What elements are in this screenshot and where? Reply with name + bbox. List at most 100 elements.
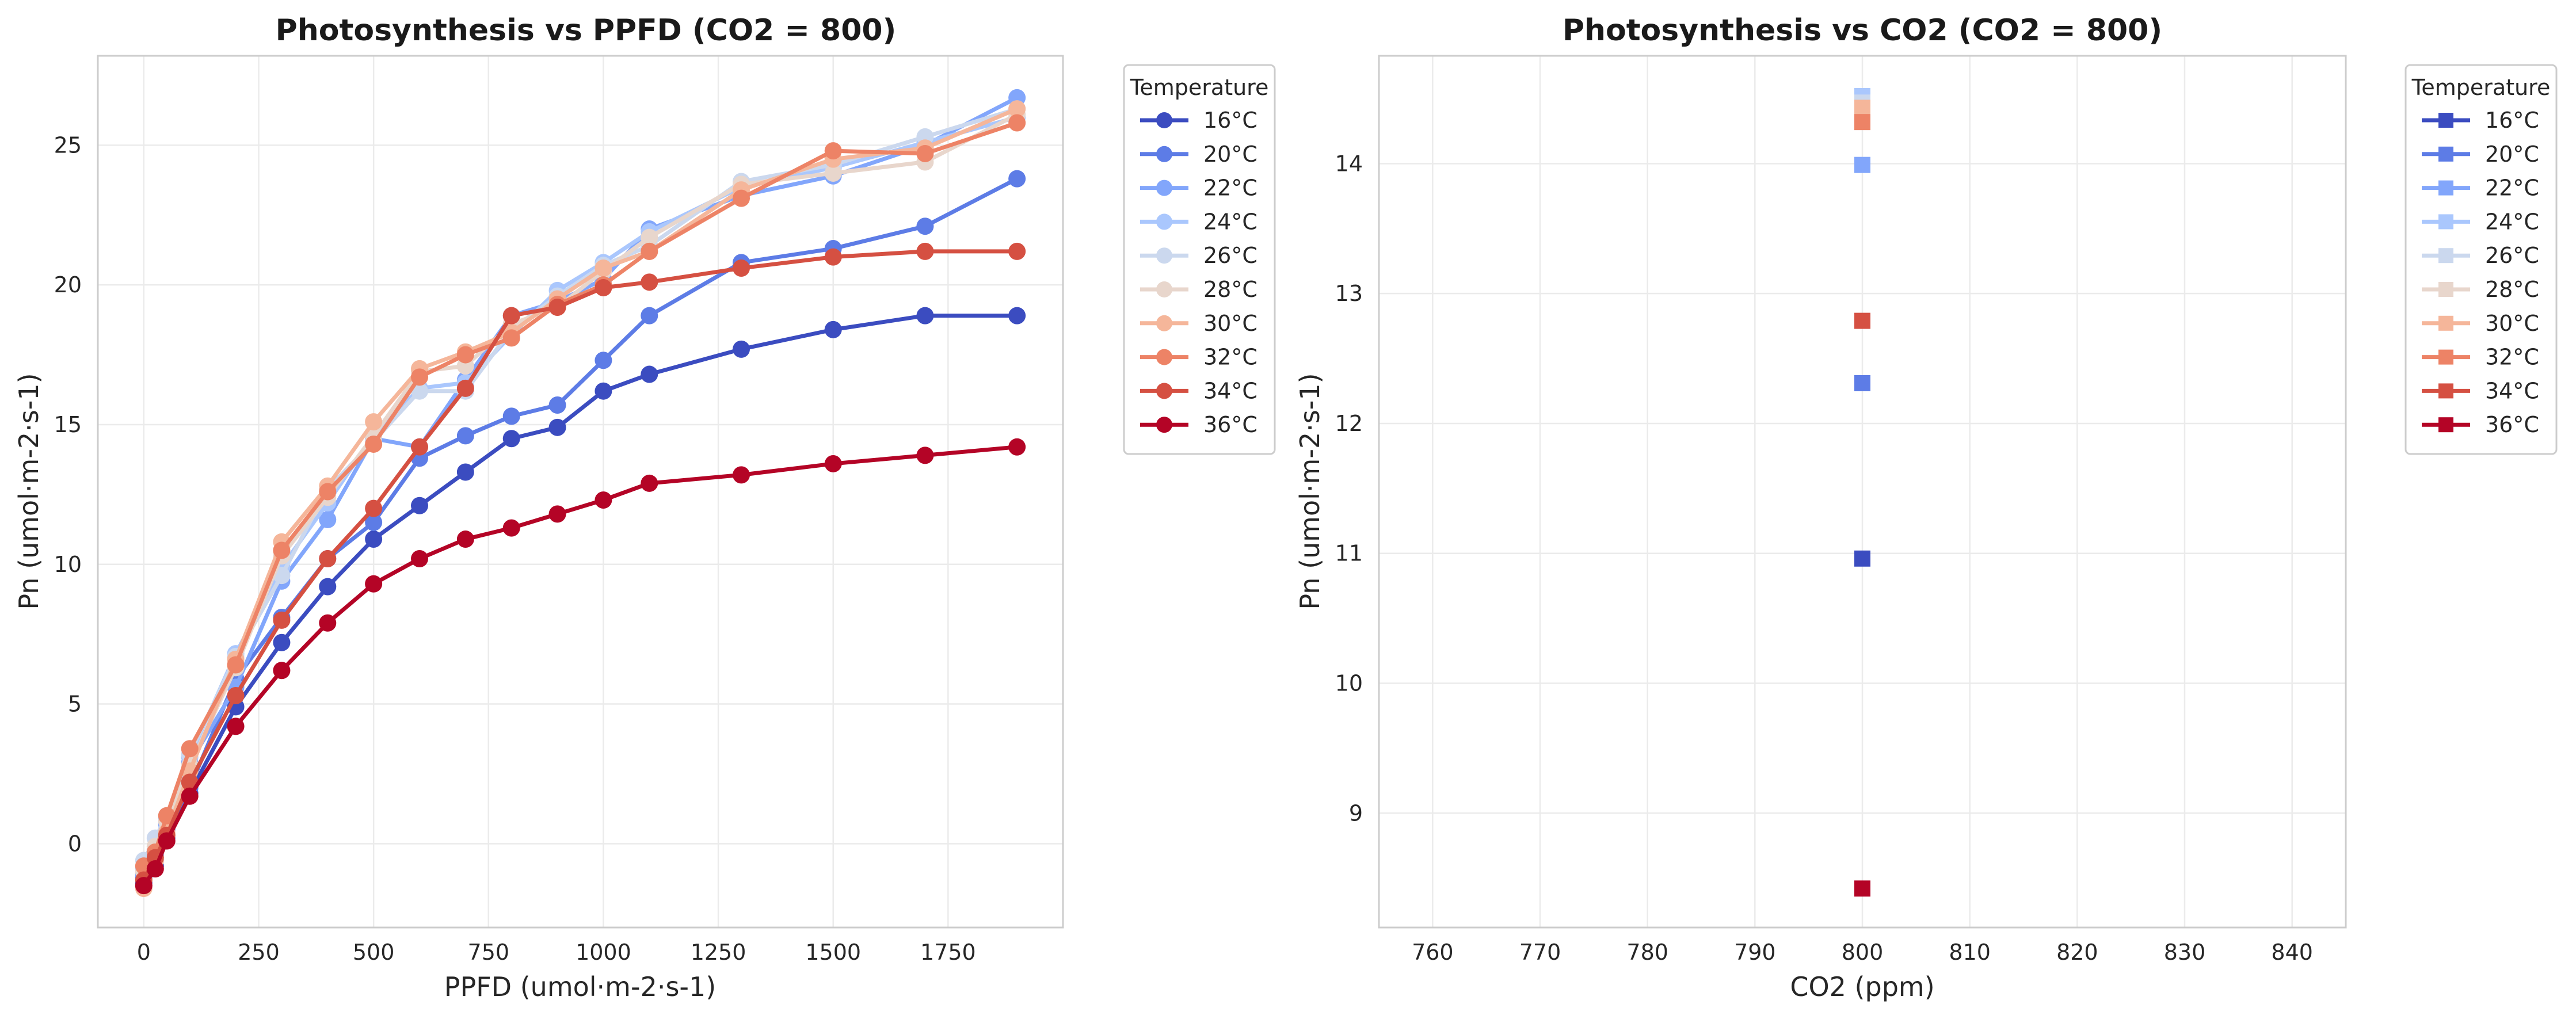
legend-label: 34°C <box>2485 378 2539 403</box>
x-tick-label: 1500 <box>805 940 861 965</box>
legend-marker <box>1156 146 1172 162</box>
legend-title: Temperature <box>2411 75 2551 100</box>
grid <box>98 56 1063 928</box>
series-line <box>142 121 1018 868</box>
x-axis-label: CO2 (ppm) <box>1790 971 1934 1002</box>
plot-frame <box>1378 55 2347 929</box>
legend-label: 32°C <box>1203 345 1257 370</box>
x-tick-label: 790 <box>1734 940 1776 965</box>
y-tick-label: 13 <box>1335 281 1363 306</box>
legend-marker <box>2438 113 2453 128</box>
data-point <box>824 164 842 182</box>
x-tick-label: 760 <box>1412 940 1454 965</box>
legend-marker <box>1156 112 1172 128</box>
y-tick-label: 10 <box>1335 671 1363 696</box>
data-point <box>158 807 176 825</box>
data-point <box>1008 114 1026 132</box>
legend-entry: 22°C <box>1140 175 1257 201</box>
x-tick-label: 500 <box>353 940 395 965</box>
data-point <box>456 427 474 445</box>
data-point <box>411 438 428 456</box>
data-point <box>158 832 176 850</box>
legend-entry: 32°C <box>2422 345 2539 370</box>
legend-entry: 30°C <box>1140 311 1257 336</box>
data-point <box>1854 114 1870 131</box>
legend-label: 16°C <box>1203 108 1257 133</box>
series-24°C <box>135 108 1026 878</box>
data-point <box>1854 100 1870 116</box>
legend-label: 24°C <box>2485 209 2539 234</box>
data-point <box>733 466 750 484</box>
x-tick-label: 810 <box>1949 940 1991 965</box>
data-point <box>227 686 245 704</box>
x-tick-label: 1250 <box>691 940 746 965</box>
legend-label: 34°C <box>1203 378 1257 403</box>
legend: Temperature 16°C 20°C 22°C 24°C 26°C 28°C 30°C 3… <box>2404 64 2558 455</box>
legend-entry: 24°C <box>2422 209 2539 234</box>
legend-marker <box>2438 146 2453 162</box>
legend-label: 22°C <box>2485 175 2539 201</box>
data-point <box>319 614 337 632</box>
series-22°C <box>135 89 1026 883</box>
legend-entry: 16°C <box>2422 108 2539 133</box>
data-point <box>641 242 658 260</box>
data-point <box>595 382 612 400</box>
series-36°C <box>135 438 1026 895</box>
data-point <box>916 144 934 162</box>
data-point <box>641 273 658 291</box>
data-point <box>733 189 750 207</box>
data-point <box>1008 307 1026 325</box>
data-point <box>502 430 520 448</box>
legend-entry: 26°C <box>2422 243 2539 268</box>
series-line <box>142 115 1018 870</box>
x-tick-label: 780 <box>1626 940 1668 965</box>
data-point <box>1008 438 1026 456</box>
data-point <box>916 446 934 464</box>
data-point <box>365 435 383 453</box>
data-point <box>319 550 337 568</box>
data-point <box>146 860 164 878</box>
legend-marker <box>2438 214 2453 230</box>
series-line <box>142 107 1018 890</box>
legend-entry: 20°C <box>1140 142 1257 167</box>
data-point <box>273 633 291 651</box>
tick-labels: 0 250 500 750 1000 1250 1500 1750 0 5 10 15 20 25 <box>54 132 976 965</box>
data-point <box>733 259 750 277</box>
series-line <box>142 96 1018 876</box>
data-point <box>365 413 383 431</box>
data-point <box>1008 242 1026 260</box>
data-point <box>456 379 474 397</box>
legend-marker <box>1156 417 1172 433</box>
series-28°C <box>135 105 1026 880</box>
series-32°C <box>1854 114 1870 131</box>
data-point <box>365 513 383 531</box>
data-point <box>181 740 199 758</box>
series-34°C <box>135 242 1026 889</box>
legend-label: 32°C <box>2485 345 2539 370</box>
data-point <box>548 505 566 523</box>
legend-label: 16°C <box>2485 108 2539 133</box>
ppfd-chart: Photosynthesis vs PPFD (CO2 = 800) 0 250 5… <box>13 13 1276 1002</box>
x-tick-label: 0 <box>137 940 151 965</box>
legend-entry: 34°C <box>1140 378 1257 403</box>
data-point <box>456 463 474 481</box>
data-point <box>824 142 842 160</box>
legend-entry: 28°C <box>1140 277 1257 302</box>
legend-entry: 22°C <box>2422 175 2539 201</box>
data-point <box>1008 170 1026 188</box>
legend-label: 36°C <box>1203 412 1257 437</box>
legend-title: Temperature <box>1130 75 1269 100</box>
series-layer <box>1854 87 1870 897</box>
legend-entry: 28°C <box>2422 277 2539 302</box>
data-point <box>548 396 566 414</box>
data-point <box>1854 375 1870 391</box>
legend-label: 30°C <box>2485 311 2539 336</box>
legend-marker <box>1156 349 1172 365</box>
data-point <box>548 418 566 436</box>
legend: Temperature 16°C 20°C 22°C 24°C 26°C 28°C 30°C 3… <box>1123 64 1276 455</box>
x-tick-label: 770 <box>1519 940 1561 965</box>
series-line <box>142 112 1018 873</box>
data-point <box>181 787 199 805</box>
series-20°C <box>1854 375 1870 391</box>
